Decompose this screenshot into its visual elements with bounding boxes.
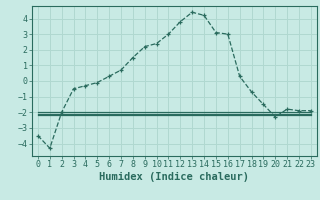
X-axis label: Humidex (Indice chaleur): Humidex (Indice chaleur): [100, 172, 249, 182]
